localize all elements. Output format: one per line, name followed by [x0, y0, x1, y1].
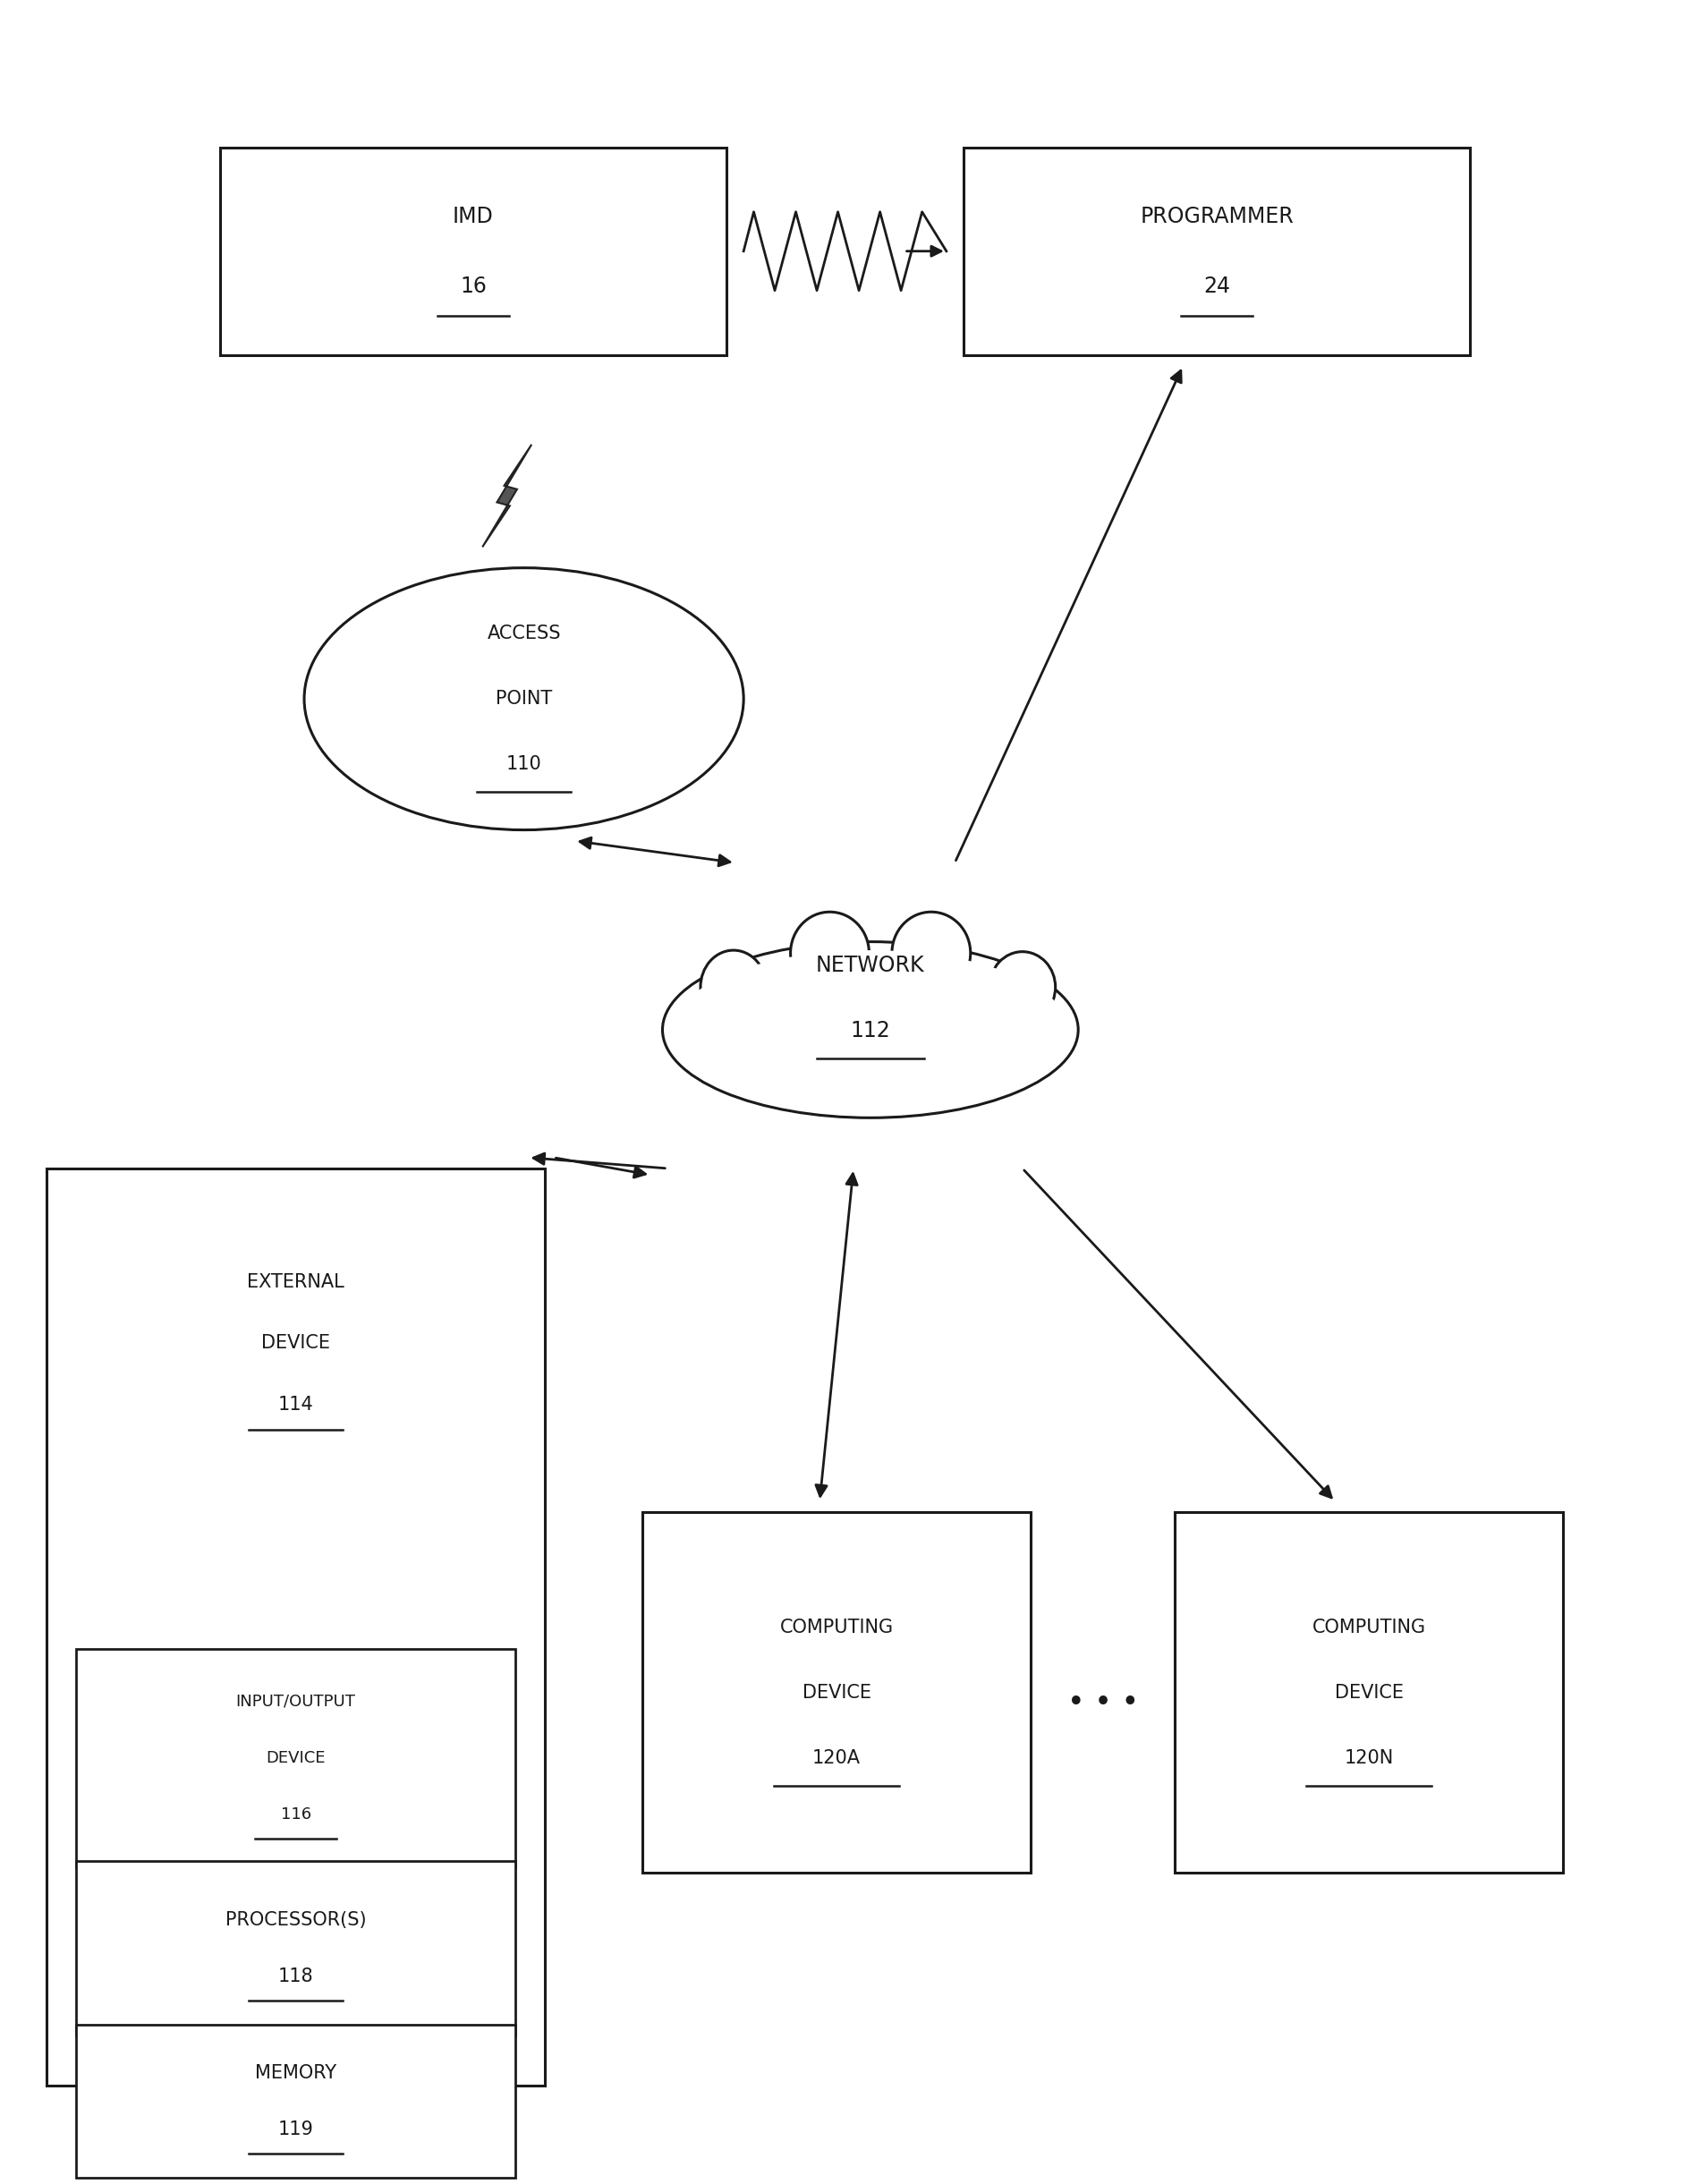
Text: MEMORY: MEMORY — [255, 2064, 336, 2081]
Text: 119: 119 — [277, 2121, 314, 2138]
Ellipse shape — [304, 568, 744, 830]
Text: PROGRAMMER: PROGRAMMER — [1141, 205, 1293, 227]
Text: PROCESSOR(S): PROCESSOR(S) — [225, 1911, 367, 1928]
Text: 24: 24 — [1203, 275, 1230, 297]
Ellipse shape — [701, 950, 767, 1024]
Ellipse shape — [897, 917, 965, 989]
Ellipse shape — [791, 913, 869, 994]
Bar — [76, 1861, 515, 2035]
Bar — [76, 2025, 515, 2177]
Text: IMD: IMD — [453, 205, 493, 227]
Bar — [1175, 1511, 1563, 1872]
Text: 116: 116 — [281, 1806, 311, 1824]
Text: 120N: 120N — [1344, 1749, 1394, 1767]
Text: ACCESS: ACCESS — [487, 625, 561, 642]
Text: DEVICE: DEVICE — [803, 1684, 870, 1701]
Text: NETWORK: NETWORK — [816, 954, 924, 976]
Ellipse shape — [796, 917, 864, 989]
Text: POINT: POINT — [495, 690, 553, 708]
Bar — [642, 1511, 1031, 1872]
Text: 112: 112 — [850, 1020, 891, 1042]
Text: • • •: • • • — [1066, 1688, 1139, 1719]
Bar — [220, 149, 727, 354]
Text: COMPUTING: COMPUTING — [1311, 1618, 1426, 1636]
Text: 118: 118 — [279, 1968, 313, 1985]
Text: COMPUTING: COMPUTING — [779, 1618, 894, 1636]
Text: DEVICE: DEVICE — [262, 1334, 330, 1352]
Text: DEVICE: DEVICE — [265, 1749, 326, 1767]
Bar — [963, 149, 1470, 354]
Ellipse shape — [892, 913, 970, 994]
Ellipse shape — [673, 950, 1068, 1109]
Text: EXTERNAL: EXTERNAL — [247, 1273, 345, 1291]
Text: 120A: 120A — [813, 1749, 860, 1767]
Polygon shape — [482, 446, 532, 546]
Text: 114: 114 — [277, 1396, 314, 1413]
Text: DEVICE: DEVICE — [1335, 1684, 1403, 1701]
Ellipse shape — [994, 957, 1051, 1018]
Ellipse shape — [662, 941, 1078, 1118]
Text: 110: 110 — [505, 756, 542, 773]
Bar — [76, 1649, 515, 1867]
Ellipse shape — [705, 954, 762, 1020]
Text: INPUT/OUTPUT: INPUT/OUTPUT — [237, 1693, 355, 1710]
Ellipse shape — [990, 952, 1055, 1022]
Text: 16: 16 — [460, 275, 487, 297]
Bar — [46, 1168, 546, 2086]
